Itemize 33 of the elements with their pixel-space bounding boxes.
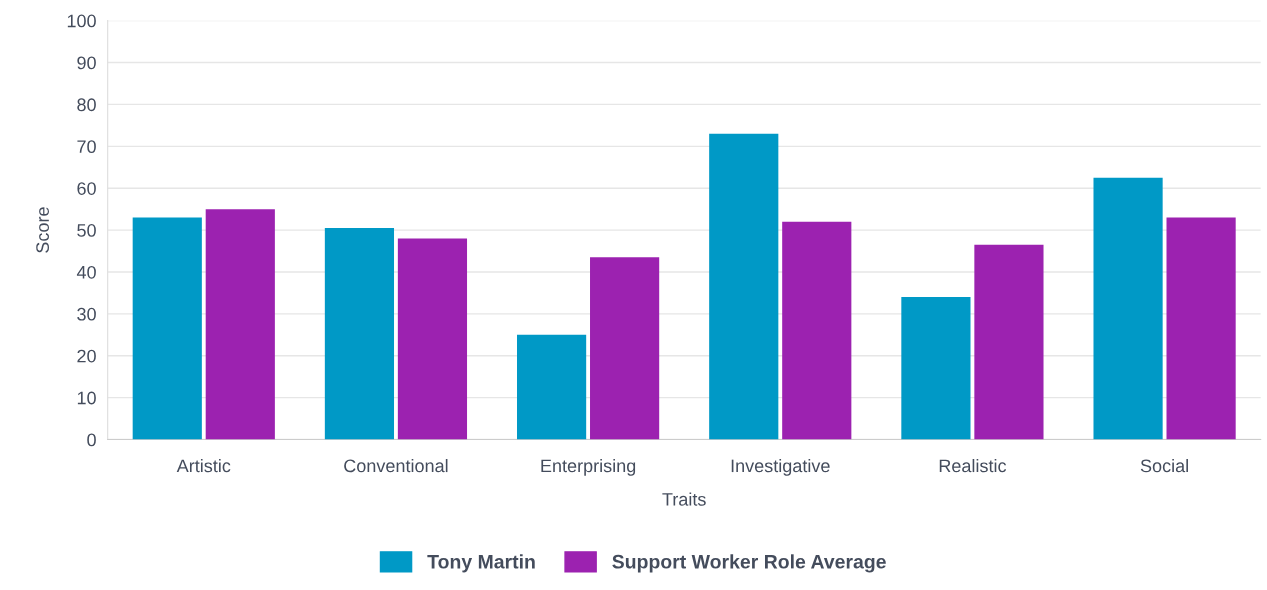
legend-label: Tony Martin xyxy=(427,554,535,573)
legend-label: Support Worker Role Average xyxy=(612,554,886,573)
y-tick-label: 60 xyxy=(77,182,96,195)
x-tick-label: Realistic xyxy=(939,458,1007,473)
x-tick-label: Conventional xyxy=(344,458,448,473)
x-tick-label: Investigative xyxy=(731,458,830,476)
y-tick-label: 10 xyxy=(77,391,96,405)
bar xyxy=(709,133,779,440)
y-tick-label: 100 xyxy=(67,14,96,28)
bar xyxy=(782,221,852,440)
bar xyxy=(1093,177,1163,440)
y-tick-label: 70 xyxy=(77,140,96,154)
bar xyxy=(1166,217,1236,440)
x-tick-label: Social xyxy=(1140,458,1188,473)
y-tick-label: 20 xyxy=(77,349,96,363)
bar xyxy=(324,228,395,440)
bar xyxy=(901,297,971,440)
y-tick-label: 50 xyxy=(77,224,96,237)
x-tick-label: Enterprising xyxy=(541,458,636,476)
y-tick-label: 80 xyxy=(77,98,96,112)
bar xyxy=(397,238,468,440)
bar xyxy=(590,257,660,440)
y-tick-label: 30 xyxy=(77,307,96,321)
y-axis-title: Score xyxy=(36,207,49,253)
bar xyxy=(974,244,1044,440)
bar xyxy=(132,217,202,440)
y-tick-label: 0 xyxy=(87,433,96,447)
y-tick-label: 40 xyxy=(76,265,96,279)
y-tick-label: 90 xyxy=(77,56,96,70)
x-tick-label: Artistic xyxy=(176,458,231,473)
bar xyxy=(205,209,275,440)
x-axis-title: Traits xyxy=(662,492,706,506)
bar xyxy=(517,334,587,440)
